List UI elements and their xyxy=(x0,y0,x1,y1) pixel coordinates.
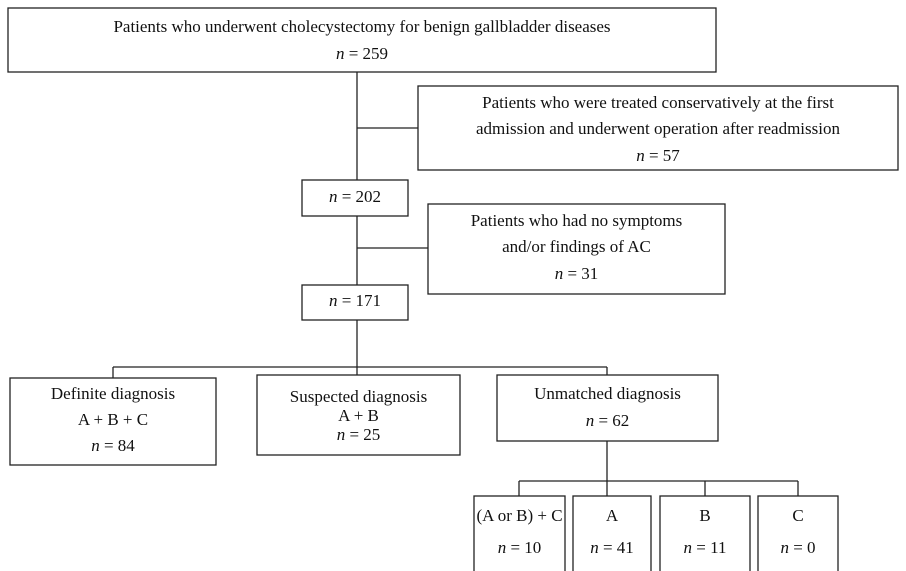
box-text: A xyxy=(606,506,619,525)
box xyxy=(572,495,652,571)
box-text: n = 171 xyxy=(329,291,381,310)
box-text: Unmatched diagnosis xyxy=(534,384,681,403)
connectors xyxy=(112,72,799,496)
box xyxy=(473,495,566,571)
box-text: n = 84 xyxy=(91,436,135,455)
node-box: Definite diagnosis A + B + C n = 84 xyxy=(9,377,217,466)
node-box: Bn = 11 xyxy=(659,495,751,571)
box xyxy=(7,7,717,73)
box xyxy=(256,374,461,456)
box-text: n = 11 xyxy=(684,538,727,557)
box-text: n = 25 xyxy=(337,425,381,444)
box-text: C xyxy=(792,506,803,525)
box xyxy=(301,179,409,217)
box-text: Patients who had no symptoms xyxy=(471,211,683,230)
node-box: Patients who were treated conservatively… xyxy=(417,85,899,171)
node-box: An = 41 xyxy=(572,495,652,571)
node-box: Patients who underwent cholecystectomy f… xyxy=(7,7,717,73)
box-text: admission and underwent operation after … xyxy=(476,119,840,138)
box-text: Patients who were treated conservatively… xyxy=(482,93,834,112)
node-box: Unmatched diagnosis n = 62 xyxy=(496,374,719,442)
box xyxy=(427,203,726,295)
node-box: Patients who had no symptoms and/or findi… xyxy=(427,203,726,295)
box-text: B xyxy=(699,506,710,525)
box xyxy=(9,377,217,466)
box-text: n = 259 xyxy=(336,44,388,63)
box-text: n = 10 xyxy=(498,538,542,557)
node-box: (A or B) + C n = 10 xyxy=(473,495,566,571)
box xyxy=(417,85,899,171)
box-text: Suspected diagnosis xyxy=(290,387,427,406)
box-text: n = 41 xyxy=(590,538,634,557)
box-text: and/or findings of AC xyxy=(502,237,651,256)
box xyxy=(659,495,751,571)
node-box: n = 171 xyxy=(301,284,409,321)
box-text: (A or B) + C xyxy=(476,506,562,525)
box xyxy=(301,284,409,321)
box-text: n = 31 xyxy=(555,264,599,283)
box xyxy=(757,495,839,571)
box xyxy=(496,374,719,442)
box-text: Patients who underwent cholecystectomy f… xyxy=(113,17,610,36)
node-box: Cn = 0 xyxy=(757,495,839,571)
box-text: n = 57 xyxy=(636,146,680,165)
box-text: n = 0 xyxy=(780,538,815,557)
box-text: Definite diagnosis xyxy=(51,384,175,403)
node-box: n = 202 xyxy=(301,179,409,217)
box-text: A + B xyxy=(338,406,379,425)
box-text: A + B + C xyxy=(78,410,148,429)
box-text: n = 202 xyxy=(329,187,381,206)
box-text: n = 62 xyxy=(586,411,630,430)
